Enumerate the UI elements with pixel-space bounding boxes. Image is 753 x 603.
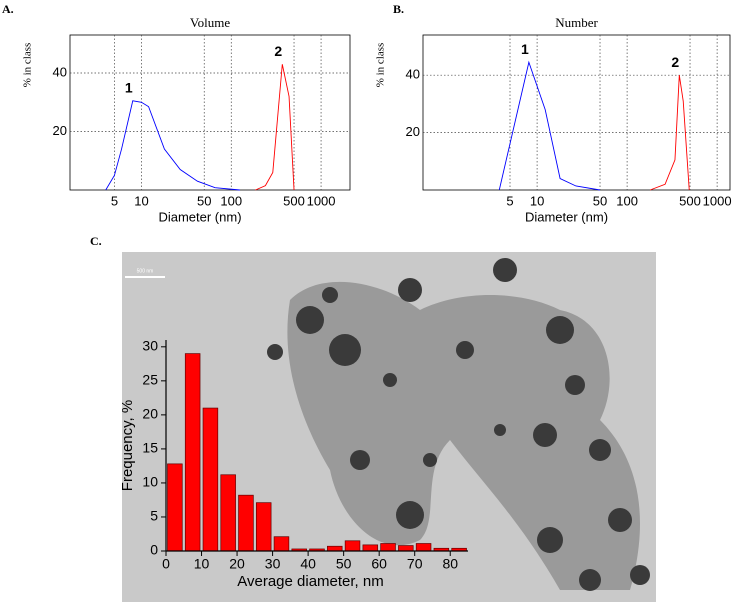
bar: [380, 543, 396, 552]
y-tick-label: 30: [142, 338, 158, 354]
x-axis-label: Average diameter, nm: [237, 573, 383, 590]
bar: [327, 545, 343, 552]
particles: [267, 258, 650, 591]
x-tick-label: 10: [194, 556, 210, 572]
bar: [167, 463, 183, 552]
x-tick-label: 5: [506, 193, 513, 208]
x-tick-label: 0: [162, 556, 170, 572]
x-tick-label: 50: [197, 193, 211, 208]
bar: [398, 545, 414, 552]
x-tick-label: 30: [265, 556, 281, 572]
peak-annotation: 1: [521, 41, 529, 57]
y-tick-label: 25: [142, 372, 158, 388]
x-tick-label: 10: [134, 193, 148, 208]
x-axis-label: Diameter (nm): [525, 209, 608, 224]
y-axis-label: % in class: [375, 43, 387, 88]
data-line: [255, 64, 295, 191]
bar: [184, 353, 201, 552]
data-line: [649, 75, 690, 191]
x-tick-label: 40: [300, 556, 316, 572]
bar: [220, 474, 236, 552]
x-tick-label: 70: [407, 556, 423, 572]
panel-label: C.: [90, 234, 102, 248]
bar: [273, 536, 290, 552]
bar: [362, 544, 379, 552]
y-tick-label: 40: [53, 64, 67, 79]
x-tick-label: 20: [229, 556, 245, 572]
y-tick-label: 40: [406, 67, 420, 82]
y-axis-label: Frequency, %: [119, 400, 136, 491]
chart-title: Number: [555, 15, 598, 30]
x-tick-label: 80: [442, 556, 458, 572]
x-tick-label: 100: [616, 193, 638, 208]
bar: [344, 540, 361, 552]
x-tick-label: 50: [593, 193, 607, 208]
plot-frame: [422, 34, 731, 191]
x-tick-label: 500: [679, 193, 701, 208]
bar: [202, 407, 219, 552]
x-tick-label: 5: [111, 193, 118, 208]
bar: [255, 502, 272, 552]
bar: [415, 543, 432, 552]
peak-annotation: 1: [125, 80, 133, 96]
plot-frame: [69, 34, 351, 191]
y-tick-label: 10: [142, 474, 158, 490]
y-tick-label: 15: [142, 440, 158, 456]
x-axis-label: Diameter (nm): [158, 209, 241, 224]
y-tick-label: 20: [53, 123, 67, 138]
x-tick-label: 50: [336, 556, 352, 572]
x-tick-label: 10: [530, 193, 544, 208]
y-axis-label: % in class: [22, 43, 34, 88]
y-tick-label: 20: [142, 406, 158, 422]
x-tick-label: 1000: [307, 193, 336, 208]
data-line: [105, 100, 241, 191]
y-tick-label: 20: [406, 124, 420, 139]
data-line: [498, 60, 601, 191]
peak-annotation: 2: [671, 54, 679, 70]
panel-label: A.: [2, 2, 14, 16]
bar: [238, 494, 254, 552]
y-tick-label: 0: [150, 542, 158, 558]
x-tick-label: 100: [220, 193, 242, 208]
chart-title: Volume: [190, 15, 230, 30]
peak-annotation: 2: [274, 43, 282, 59]
x-tick-label: 1000: [703, 193, 732, 208]
scale-bar-label: 500 nm: [137, 268, 154, 274]
x-tick-label: 60: [371, 556, 387, 572]
y-tick-label: 5: [150, 508, 158, 524]
particle-cluster: [287, 281, 640, 590]
x-tick-label: 500: [283, 193, 305, 208]
panel-label: B.: [393, 2, 404, 16]
